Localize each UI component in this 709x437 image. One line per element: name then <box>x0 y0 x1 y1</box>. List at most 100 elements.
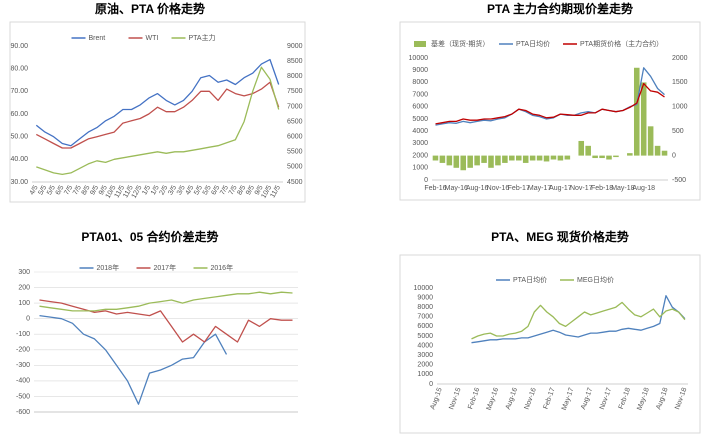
bar <box>592 155 598 159</box>
legend-label: PTA日均价 <box>513 275 547 284</box>
x-tick-label: 11/5 <box>269 184 282 199</box>
x-tick-label: Aug-18 <box>632 185 655 192</box>
x-tick-label: Aug-15 <box>429 387 443 411</box>
bar <box>515 155 522 161</box>
x-tick-label: Feb-16 <box>424 185 446 192</box>
y2-tick-label: 5500 <box>287 149 303 156</box>
x-tick-label: 6/5 <box>55 184 66 196</box>
bar <box>502 155 508 163</box>
line-series <box>39 299 293 343</box>
x-tick-label: Aug-18 <box>655 387 669 411</box>
line-series <box>35 58 280 147</box>
line-series <box>471 295 686 344</box>
chart-title: PTA01、05 合约价差走势 <box>81 229 218 244</box>
x-tick-label: 9/5 <box>245 184 256 196</box>
x-tick-label: 4/5 <box>29 184 40 196</box>
x-tick-label: Aug-17 <box>549 185 572 192</box>
chart-title: PTA、MEG 现货价格走势 <box>491 229 629 244</box>
y-tick-label: 5000 <box>412 116 428 123</box>
bar <box>578 140 585 156</box>
legend-label: PTA主力 <box>189 33 216 42</box>
legend-label: 2016年 <box>211 263 234 272</box>
x-tick-label: May-16 <box>486 387 501 411</box>
bar <box>481 155 487 163</box>
legend-label: Brent <box>89 35 106 42</box>
bar <box>627 153 633 156</box>
x-tick-label: 5/5 <box>202 184 213 196</box>
y2-tick-label: 500 <box>672 128 684 135</box>
y2-tick-label: 8000 <box>287 73 303 80</box>
y2-tick-label: 8500 <box>287 58 303 65</box>
x-tick-label: May-17 <box>528 185 551 192</box>
y-tick-label: 200 <box>18 284 30 291</box>
y-tick-label: 40.00 <box>10 156 28 163</box>
x-tick-label: 9/5 <box>98 184 109 196</box>
x-tick-label: 5/5 <box>37 184 48 196</box>
bar <box>633 67 640 156</box>
x-tick-label: May-18 <box>636 387 651 411</box>
y2-tick-label: 5000 <box>287 164 303 171</box>
x-tick-label: Aug-16 <box>466 185 489 192</box>
y-tick-label: 7000 <box>417 314 433 321</box>
line-series <box>435 82 665 125</box>
legend-label: PTA期货价格（主力合约） <box>580 39 663 48</box>
legend-label: MEG日均价 <box>577 275 614 284</box>
chart-title: PTA 主力合约期现价差走势 <box>487 1 633 16</box>
x-tick-label: Aug-17 <box>580 387 594 411</box>
y-tick-label: 60.00 <box>10 111 28 118</box>
bar <box>564 155 571 160</box>
x-tick-label: Feb-17 <box>508 185 530 192</box>
y2-tick-label: 0 <box>672 152 676 159</box>
x-tick-label: 1/5 <box>150 184 161 196</box>
bar <box>474 155 480 166</box>
x-tick-label: 5/5 <box>193 184 204 196</box>
x-tick-label: Feb-16 <box>467 387 481 410</box>
bar <box>543 155 550 162</box>
y-tick-label: -300 <box>16 362 30 369</box>
x-tick-label: 6/5 <box>210 184 221 196</box>
y-tick-label: 2000 <box>417 362 433 369</box>
bar <box>585 145 591 156</box>
y2-tick-label: 9000 <box>287 43 303 50</box>
y-tick-label: 6000 <box>417 323 433 330</box>
y-tick-label: 9000 <box>412 67 428 74</box>
x-tick-label: Nov-16 <box>487 185 510 192</box>
y-tick-label: -100 <box>16 331 30 338</box>
panel-border <box>399 21 701 201</box>
y-tick-label: 8000 <box>417 304 433 311</box>
bar <box>495 155 501 166</box>
y2-tick-label: 6000 <box>287 134 303 141</box>
legend-label: 基差（现货-期货） <box>431 39 489 48</box>
bar <box>654 145 661 156</box>
y-tick-label: 8000 <box>412 79 428 86</box>
y2-tick-label: -500 <box>672 177 686 184</box>
x-tick-label: 1/5 <box>141 184 152 196</box>
x-tick-label: Aug-16 <box>505 387 519 411</box>
bar <box>599 155 605 159</box>
bar <box>661 150 668 156</box>
legend-label: 2018年 <box>97 263 120 272</box>
y-tick-label: -500 <box>16 393 30 400</box>
y2-tick-label: 4500 <box>287 179 303 186</box>
panel-border <box>9 21 306 203</box>
x-tick-label: 8/5 <box>236 184 247 196</box>
y2-tick-label: 1000 <box>672 104 688 111</box>
x-tick-label: 9/5 <box>89 184 100 196</box>
y-tick-label: 1000 <box>417 371 433 378</box>
legend-label: 2017年 <box>154 263 177 272</box>
bar <box>640 82 647 156</box>
y-tick-label: 0 <box>429 381 433 388</box>
y-tick-label: 0 <box>26 316 30 323</box>
y-tick-label: 50.00 <box>10 134 28 141</box>
legend-swatch <box>414 41 426 47</box>
bar <box>550 155 557 160</box>
y-tick-label: 5000 <box>417 333 433 340</box>
y-tick-label: 7000 <box>412 91 428 98</box>
x-tick-label: Nov-15 <box>448 387 462 411</box>
bar <box>529 155 536 161</box>
line-series <box>36 66 280 176</box>
y-tick-label: 3000 <box>412 140 428 147</box>
legend-label: PTA日均价 <box>516 39 550 48</box>
x-tick-label: 7/5 <box>219 184 230 196</box>
bar <box>488 155 494 168</box>
